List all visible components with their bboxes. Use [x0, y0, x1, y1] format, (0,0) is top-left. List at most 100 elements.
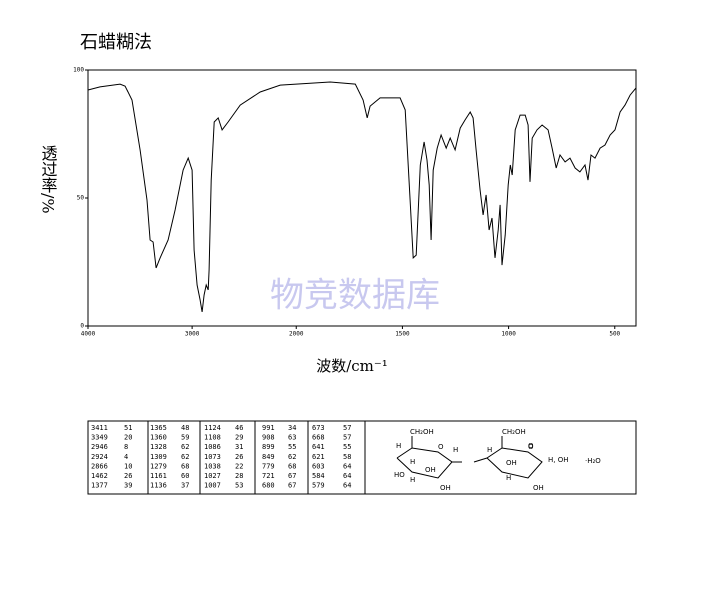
structure-label: H, OH — [548, 456, 569, 464]
spectrum-line — [87, 81, 637, 312]
peak-intensity: 46 — [235, 424, 243, 432]
structure-label: H — [410, 476, 415, 484]
peak-wavenumber: 1279 — [150, 462, 167, 470]
structure-label: O — [438, 443, 444, 451]
peak-intensity: 67 — [288, 482, 296, 490]
peak-wavenumber: 1309 — [150, 453, 167, 461]
peak-wavenumber: 1007 — [204, 482, 221, 490]
y-axis-label: 透过率/% — [39, 145, 58, 214]
structure-label: H — [487, 446, 492, 454]
peak-wavenumber: 991 — [262, 424, 275, 432]
peak-wavenumber: 721 — [262, 472, 275, 480]
peak-intensity: 67 — [288, 472, 296, 480]
peak-table — [87, 420, 637, 495]
structure-bonds — [396, 436, 543, 479]
peak-intensity: 64 — [343, 482, 351, 490]
peak-wavenumber: 908 — [262, 434, 275, 442]
peak-wavenumber: 1108 — [204, 434, 221, 442]
peak-wavenumber: 1073 — [204, 453, 221, 461]
peak-intensity: 26 — [235, 453, 243, 461]
peak-wavenumber: 3411 — [91, 424, 108, 432]
peak-wavenumber: 680 — [262, 482, 275, 490]
peak-wavenumber: 668 — [312, 434, 325, 442]
peak-intensity: 28 — [235, 472, 243, 480]
peak-wavenumber: 1462 — [91, 472, 108, 480]
peak-wavenumber: 2866 — [91, 462, 108, 470]
peak-intensity: 57 — [343, 434, 351, 442]
peak-wavenumber: 1038 — [204, 462, 221, 470]
peak-wavenumber: 1161 — [150, 472, 167, 480]
x-tick-label: 500 — [609, 331, 620, 338]
peak-intensity: 57 — [343, 424, 351, 432]
peak-intensity: 68 — [181, 462, 189, 470]
peak-wavenumber: 1124 — [204, 424, 221, 432]
peak-intensity: 62 — [181, 443, 189, 451]
peak-intensity: 62 — [181, 453, 189, 461]
peak-intensity: 31 — [235, 443, 243, 451]
peak-intensity: 62 — [288, 453, 296, 461]
peak-intensity: 60 — [181, 472, 189, 480]
peak-wavenumber: 1136 — [150, 482, 167, 490]
peak-intensity: 39 — [124, 482, 132, 490]
table-frame — [87, 420, 637, 495]
peak-wavenumber: 584 — [312, 472, 325, 480]
structure-label: H — [506, 474, 511, 482]
structure-label: OH — [425, 466, 436, 474]
y-tick-label: 0 — [80, 323, 84, 330]
structure-label: H — [396, 442, 401, 450]
peak-wavenumber: 1377 — [91, 482, 108, 490]
structure-label: CH₂OH — [410, 428, 434, 436]
title: 石蜡糊法 — [80, 32, 152, 53]
x-tick-label: 3000 — [185, 331, 200, 338]
y-tick-label: 50 — [77, 195, 85, 202]
peak-intensity: 22 — [235, 462, 243, 470]
peak-wavenumber: 2946 — [91, 443, 108, 451]
bond — [473, 457, 488, 463]
peak-wavenumber: 603 — [312, 462, 325, 470]
peak-wavenumber: 899 — [262, 443, 275, 451]
peak-intensity: 53 — [235, 482, 243, 490]
x-tick-label: 2000 — [289, 331, 304, 338]
peak-intensity: 64 — [343, 472, 351, 480]
peak-wavenumber: 1027 — [204, 472, 221, 480]
x-axis-label: 波数/cm⁻¹ — [316, 357, 388, 375]
structure-label: H — [410, 458, 415, 466]
peak-intensity: 55 — [288, 443, 296, 451]
peak-intensity: 20 — [124, 434, 132, 442]
structure-label: OH — [440, 484, 451, 492]
peak-wavenumber: 1086 — [204, 443, 221, 451]
structure-label: O — [528, 443, 534, 451]
peak-intensity: 4 — [124, 453, 128, 461]
peak-intensity: 58 — [343, 453, 351, 461]
peak-intensity: 48 — [181, 424, 189, 432]
peak-intensity: 68 — [288, 462, 296, 470]
structure-label: O — [528, 442, 534, 450]
peak-intensity: 26 — [124, 472, 132, 480]
structure-label: CH₂OH — [502, 428, 526, 436]
peak-intensity: 63 — [288, 434, 296, 442]
peak-wavenumber: 779 — [262, 462, 275, 470]
peak-wavenumber: 2924 — [91, 453, 108, 461]
peak-intensity: 55 — [343, 443, 351, 451]
peak-wavenumber: 1365 — [150, 424, 167, 432]
structure-label: HO — [394, 471, 405, 479]
structure-label: H — [453, 446, 458, 454]
peak-intensity: 29 — [235, 434, 243, 442]
peak-wavenumber: 3349 — [91, 434, 108, 442]
x-tick-label: 1500 — [395, 331, 410, 338]
peak-wavenumber: 673 — [312, 424, 325, 432]
peak-intensity: 10 — [124, 462, 132, 470]
structure-label: ·H₂O — [585, 457, 601, 465]
peak-intensity: 34 — [288, 424, 296, 432]
peak-wavenumber: 621 — [312, 453, 325, 461]
x-tick-label: 1000 — [501, 331, 516, 338]
peak-wavenumber: 641 — [312, 443, 325, 451]
peak-wavenumber: 849 — [262, 453, 275, 461]
peak-intensity: 64 — [343, 462, 351, 470]
structure-label: OH — [533, 484, 544, 492]
peak-intensity: 59 — [181, 434, 189, 442]
structure-label: OH — [506, 459, 517, 467]
x-tick-label: 4000 — [81, 331, 96, 338]
y-tick-label: 100 — [73, 67, 84, 74]
